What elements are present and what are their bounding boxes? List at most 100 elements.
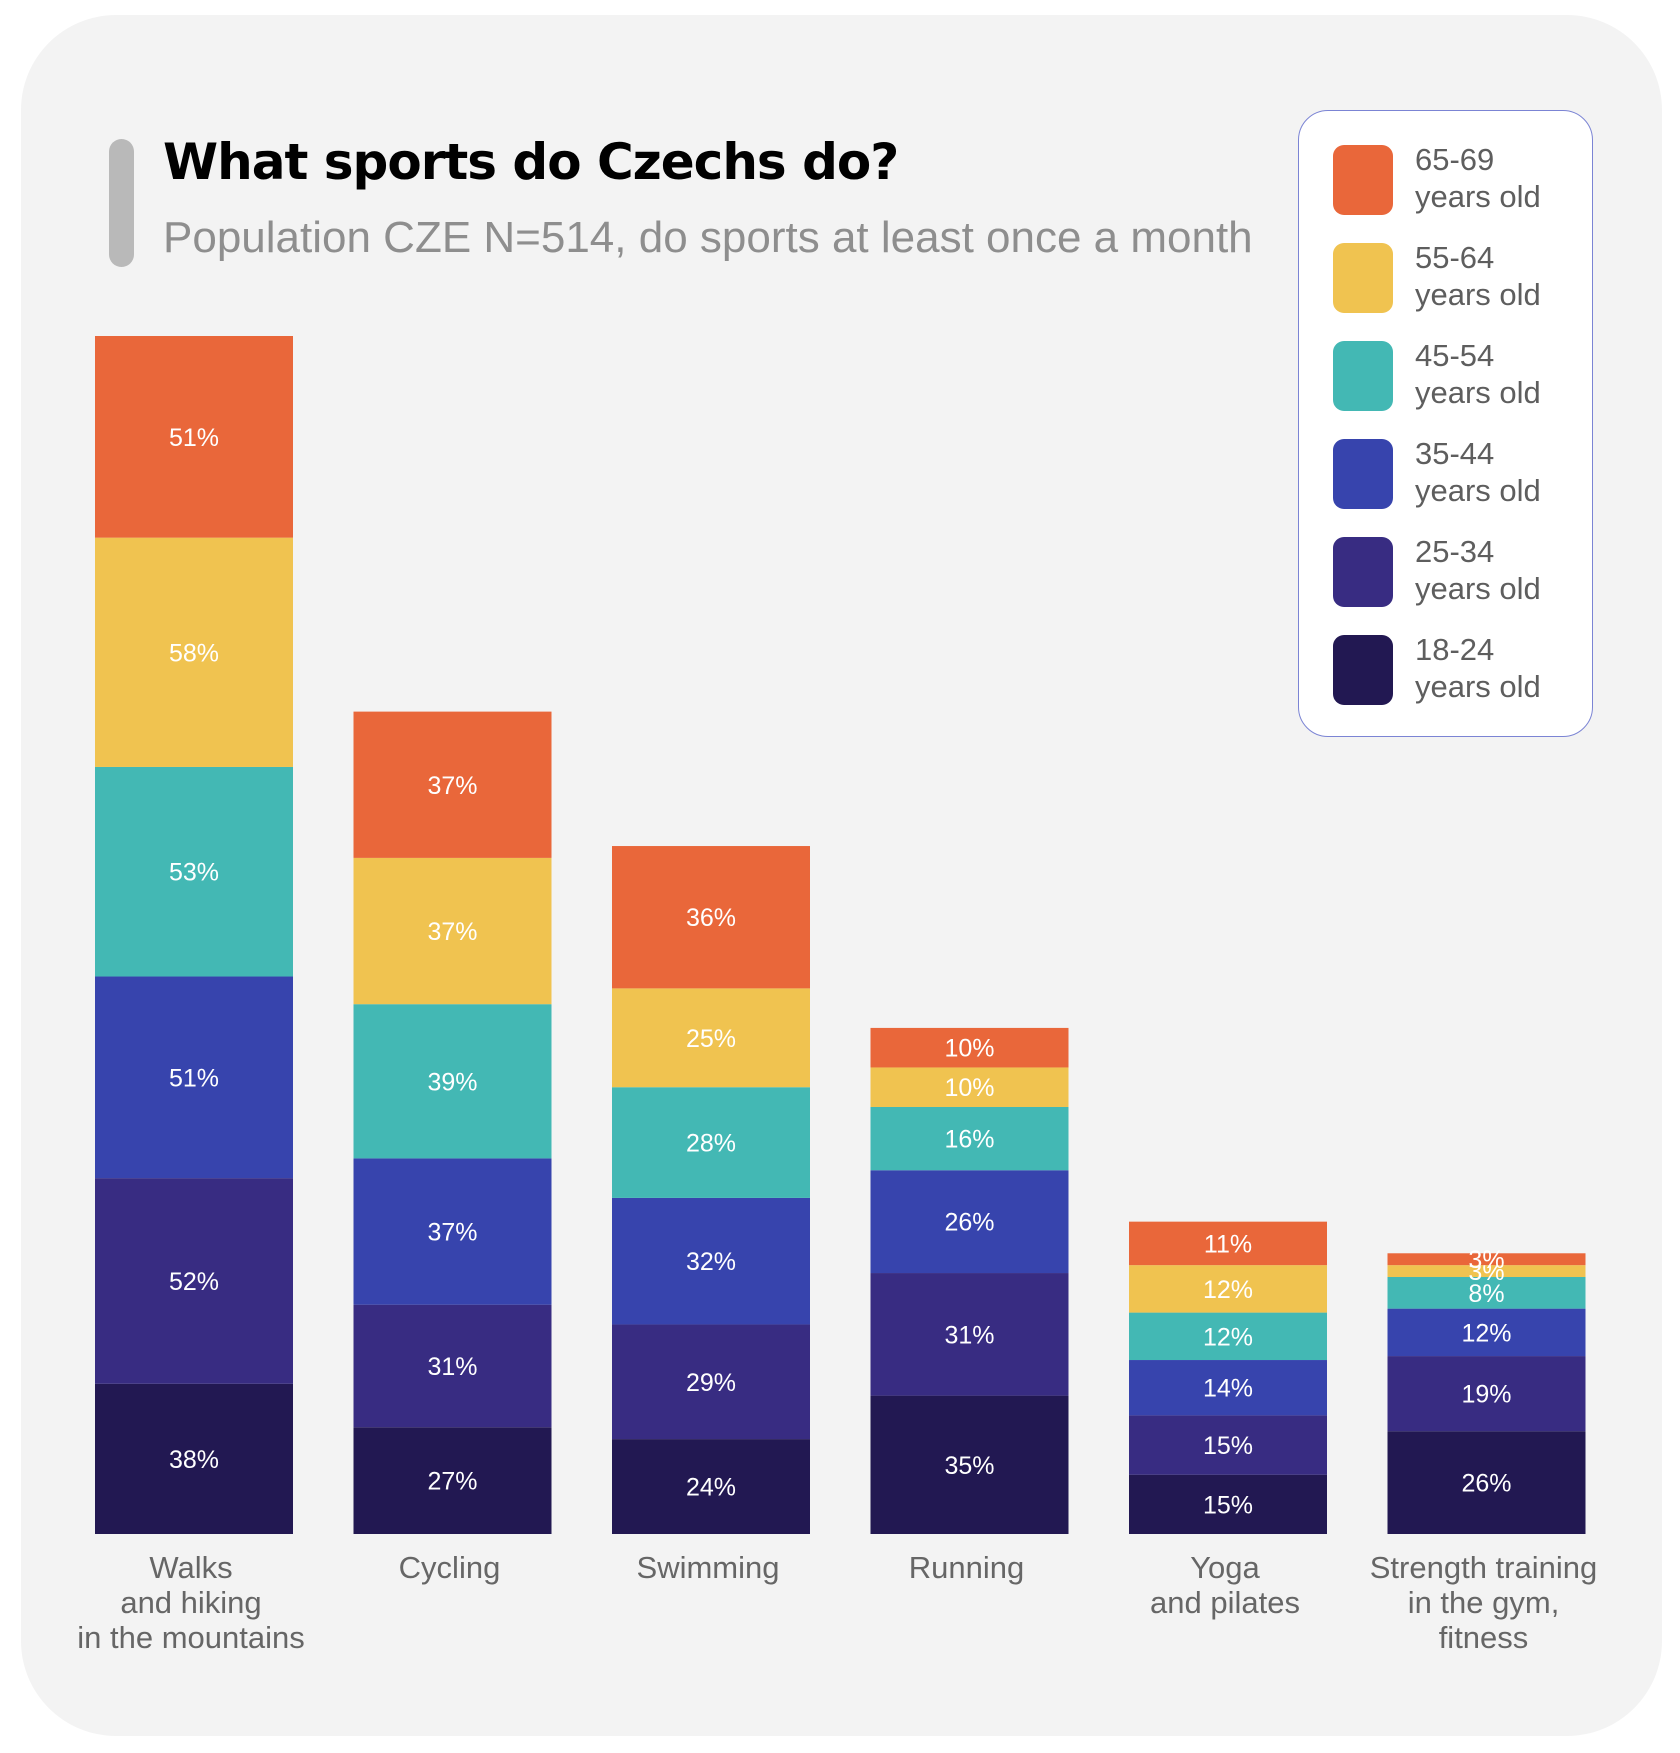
legend-label: years old <box>1415 179 1541 214</box>
bar-segment <box>95 1383 293 1534</box>
category-label: Cycling <box>399 1550 501 1585</box>
data-label: 12% <box>1203 1323 1253 1351</box>
legend-range: 25-34 <box>1415 534 1495 569</box>
legend-item-55-64: 55-64 years old <box>1333 240 1541 313</box>
data-label: 31% <box>427 1353 477 1381</box>
legend-swatch <box>1333 439 1393 509</box>
data-label: 38% <box>169 1446 219 1474</box>
bar-stack: 26%19%12%8%3%3%Strength training in the g… <box>1370 1246 1597 1655</box>
legend: 65-69 years old 55-64 years old 45-54 years… <box>1298 110 1593 737</box>
data-label: 15% <box>1203 1432 1253 1460</box>
legend-range: 55-64 <box>1415 240 1495 275</box>
legend-swatch <box>1333 243 1393 313</box>
data-label: 16% <box>944 1126 994 1154</box>
legend-range: 18-24 <box>1415 632 1495 667</box>
legend-range: 35-44 <box>1415 436 1495 471</box>
category-label: Yoga and pilates <box>1150 1550 1300 1620</box>
category-label: Walks and hiking in the mountains <box>77 1550 304 1655</box>
category-label-line: in the gym, <box>1408 1585 1560 1620</box>
bar-segment <box>95 336 293 538</box>
bar-segment <box>612 1087 810 1198</box>
data-label: 26% <box>944 1209 994 1237</box>
legend-swatch <box>1333 341 1393 411</box>
data-label: 24% <box>686 1474 736 1502</box>
legend-range: 45-54 <box>1415 338 1495 373</box>
legend-label: years old <box>1415 277 1541 312</box>
bar-segment <box>353 1004 552 1159</box>
data-label: 51% <box>169 424 219 452</box>
legend-label: years old <box>1415 473 1541 508</box>
bar-segment <box>95 976 293 1179</box>
bar-segment <box>870 1027 1069 1068</box>
legend-item-65-69: 65-69 years old <box>1333 142 1541 215</box>
title-accent-bar <box>109 139 134 267</box>
bar-segment <box>353 1304 552 1428</box>
category-label: Strength training in the gym, fitness <box>1370 1550 1597 1655</box>
bar-segment <box>870 1106 1069 1171</box>
category-label-line: in the mountains <box>77 1620 304 1655</box>
chart-title: What sports do Czechs do? <box>163 133 899 191</box>
bar-segment <box>1387 1356 1586 1432</box>
data-label: 39% <box>427 1068 477 1096</box>
bar-segment <box>1129 1312 1327 1361</box>
bar-segment <box>1129 1221 1327 1266</box>
data-label: 11% <box>1204 1230 1252 1258</box>
legend-label: years old <box>1415 571 1541 606</box>
data-label: 35% <box>944 1452 994 1480</box>
bar-stack: 35% 31% 26% 16% 10% 10% Running <box>870 1027 1069 1585</box>
bar-segment <box>95 537 293 767</box>
bar-segment <box>612 846 810 989</box>
bar-segment <box>353 1427 552 1534</box>
bar-segment <box>95 1178 293 1384</box>
data-label: 19% <box>1461 1381 1511 1409</box>
category-label-line: Strength training <box>1370 1550 1597 1585</box>
bar-stack: 38% 52% 51% 53% 58% 51% Walks and hiking in the … <box>77 336 305 1655</box>
category-label-line: Cycling <box>399 1550 501 1585</box>
bar-segment <box>95 766 293 977</box>
data-label: 8% <box>1468 1280 1504 1308</box>
bar-stack: 24% 29% 32% 28% 25% 36% Swimming <box>612 846 810 1585</box>
data-label: 28% <box>686 1130 736 1158</box>
data-label: 10% <box>944 1035 994 1063</box>
data-label: 26% <box>1461 1470 1511 1498</box>
data-label: 32% <box>686 1248 736 1276</box>
data-label: 31% <box>944 1321 994 1349</box>
bar-segment <box>1129 1360 1327 1416</box>
data-label: 10% <box>944 1074 994 1102</box>
legend-range: 65-69 <box>1415 142 1495 177</box>
legend-item-18-24: 18-24 years old <box>1333 632 1541 705</box>
category-label-line: Walks <box>149 1550 232 1585</box>
bar-segment <box>612 1439 810 1534</box>
bar-segment <box>870 1395 1069 1534</box>
data-label: 53% <box>169 859 219 887</box>
category-label: Swimming <box>637 1550 780 1585</box>
data-label: 14% <box>1203 1375 1253 1403</box>
data-label: 29% <box>686 1369 736 1397</box>
bar-segment <box>1387 1253 1586 1266</box>
bar-segment <box>1387 1265 1586 1278</box>
category-label: Running <box>909 1550 1024 1585</box>
data-label: 15% <box>1203 1491 1253 1519</box>
bar-segment <box>612 1324 810 1440</box>
category-label-line: fitness <box>1439 1620 1529 1655</box>
data-label: 25% <box>686 1025 736 1053</box>
legend-label: years old <box>1415 669 1541 704</box>
category-label-line: and pilates <box>1150 1585 1300 1620</box>
bar-segment <box>870 1170 1069 1274</box>
bar-segment <box>870 1067 1069 1107</box>
data-label: 12% <box>1461 1319 1511 1347</box>
bar-stack: 15% 15% 14% 12% 12% 11% Yoga and pilates <box>1129 1221 1327 1620</box>
category-label-line: and hiking <box>120 1585 261 1620</box>
legend-swatch <box>1333 537 1393 607</box>
legend-swatch <box>1333 145 1393 215</box>
data-label: 12% <box>1203 1276 1253 1304</box>
data-label: 37% <box>427 1219 477 1247</box>
bar-segment <box>1129 1474 1327 1534</box>
data-label: 3% <box>1468 1246 1504 1274</box>
bar-segment <box>353 1158 552 1305</box>
bar-stack: 27% 31% 37% 39% 37% 37% Cycling <box>353 711 552 1585</box>
category-label-line: Swimming <box>637 1550 780 1585</box>
chart-subtitle: Population CZE N=514, do sports at least… <box>163 213 1253 262</box>
bar-segment <box>1129 1415 1327 1475</box>
